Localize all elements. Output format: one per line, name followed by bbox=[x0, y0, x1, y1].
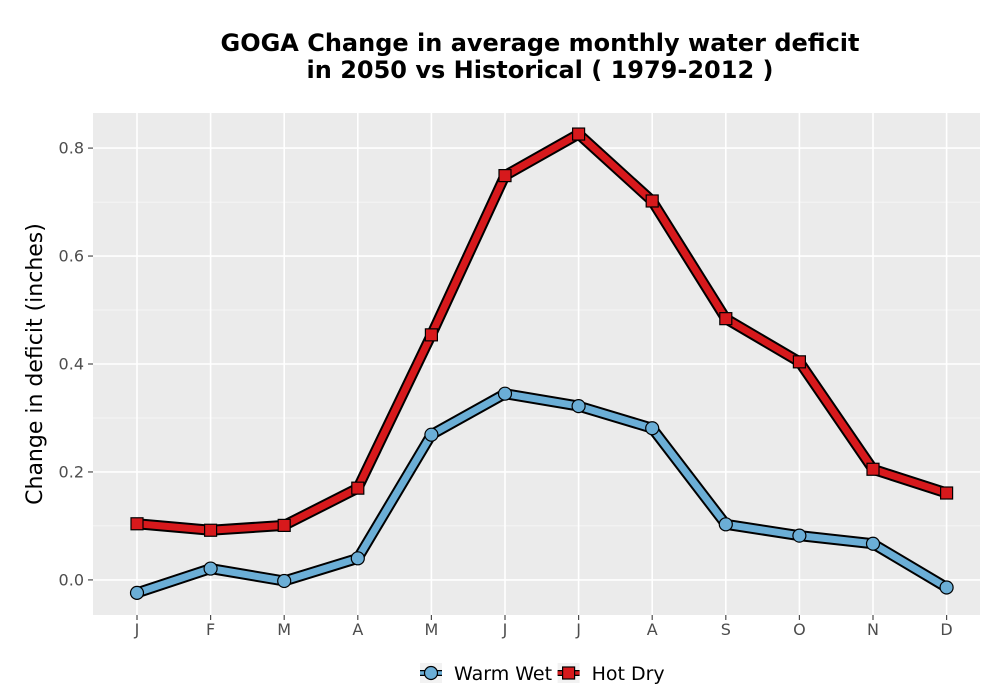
data-point bbox=[866, 462, 880, 476]
x-tick-label: A bbox=[647, 620, 658, 639]
data-point bbox=[424, 427, 439, 442]
data-point bbox=[719, 312, 733, 326]
data-point bbox=[351, 481, 365, 495]
data-point bbox=[497, 386, 513, 401]
chart-title-line1: GOGA Change in average monthly water def… bbox=[220, 29, 860, 57]
data-point bbox=[204, 523, 218, 537]
chart-title: GOGA Change in average monthly water def… bbox=[140, 30, 940, 84]
x-tick-label: N bbox=[867, 620, 879, 639]
legend-label: Hot Dry bbox=[592, 663, 665, 685]
series-lines bbox=[131, 128, 953, 599]
y-tick-label: 0.2 bbox=[59, 462, 84, 481]
data-point bbox=[424, 328, 438, 342]
x-tick-label: F bbox=[206, 620, 215, 639]
x-tick-label: J bbox=[502, 620, 508, 639]
data-point bbox=[203, 561, 218, 576]
data-point bbox=[645, 194, 659, 208]
series-line bbox=[133, 390, 951, 597]
data-point bbox=[498, 169, 512, 183]
chart-title-line2: in 2050 vs Historical ( 1979-2012 ) bbox=[306, 56, 774, 84]
data-point bbox=[129, 585, 145, 600]
series-points bbox=[129, 127, 954, 600]
legend-key-marker bbox=[561, 666, 576, 680]
data-point bbox=[865, 536, 881, 551]
data-point bbox=[130, 517, 144, 531]
x-tick-label: A bbox=[352, 620, 363, 639]
legend-key-marker bbox=[423, 665, 439, 681]
x-tick-label: M bbox=[277, 620, 291, 639]
data-point bbox=[571, 127, 586, 141]
data-point bbox=[792, 528, 807, 543]
axes: 0.0 0.2 0.4 0.6 0.8 J F M A M J J A S O N D bbox=[59, 139, 953, 639]
data-point bbox=[645, 421, 660, 436]
data-point bbox=[939, 580, 954, 595]
x-tick-label: M bbox=[424, 620, 438, 639]
x-tick-label: J bbox=[575, 620, 581, 639]
y-tick-label: 0.6 bbox=[59, 247, 84, 266]
x-tick-label: S bbox=[721, 620, 731, 639]
x-tick-label: J bbox=[134, 620, 140, 639]
major-gridlines bbox=[93, 113, 980, 615]
legend-label: Warm Wet bbox=[454, 663, 552, 685]
x-tick-label: D bbox=[940, 620, 952, 639]
y-tick-label: 0.8 bbox=[59, 139, 84, 158]
data-point bbox=[350, 551, 365, 566]
x-tick-label: O bbox=[793, 620, 806, 639]
data-point bbox=[718, 517, 733, 532]
y-tick-label: 0.0 bbox=[59, 570, 84, 589]
data-point bbox=[792, 355, 807, 369]
data-point bbox=[939, 486, 954, 500]
y-tick-label: 0.4 bbox=[59, 355, 84, 374]
y-axis-title: Change in deficit (inches) bbox=[23, 223, 48, 505]
data-point bbox=[277, 518, 291, 532]
data-point bbox=[571, 399, 586, 414]
series-line bbox=[133, 130, 951, 534]
data-point bbox=[277, 573, 292, 589]
legend: Warm Wet Hot Dry bbox=[420, 663, 665, 685]
